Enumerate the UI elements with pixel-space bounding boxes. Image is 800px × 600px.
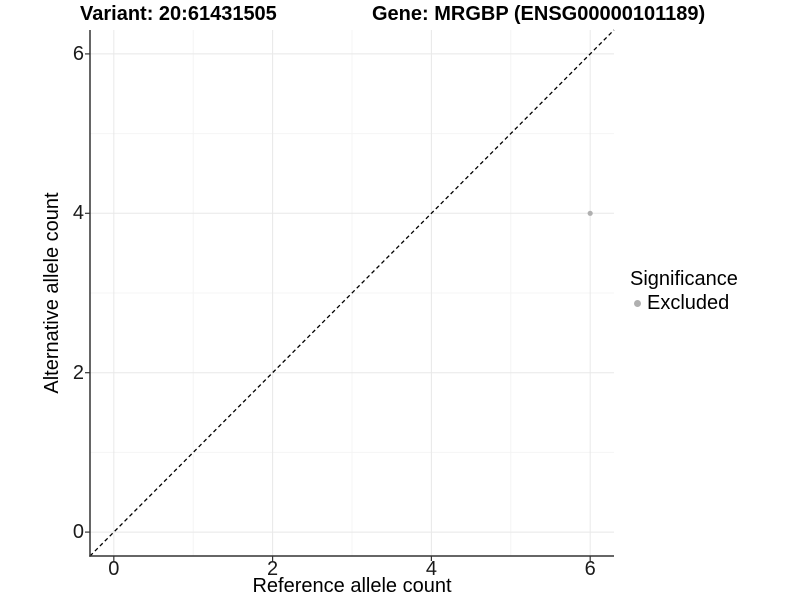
data-point: [587, 210, 593, 216]
legend-item-excluded: Excluded: [634, 292, 738, 315]
x-tick-label: 2: [267, 558, 279, 580]
legend-title: Significance: [630, 268, 738, 290]
gene-title: Gene: MRGBP (ENSG00000101189): [372, 3, 706, 25]
variant-title: Variant: 20:61431505: [80, 3, 277, 25]
y-tick-label: 4: [72, 202, 84, 225]
identity-line: [89, 29, 615, 557]
x-axis-title: Reference allele count: [252, 575, 452, 597]
y-tick-label: 6: [72, 42, 84, 65]
x-tick-label: 0: [108, 558, 120, 580]
x-tick-label: 6: [584, 558, 596, 580]
x-tick-label: 4: [425, 558, 437, 580]
legend: Significance Excluded: [630, 267, 738, 315]
y-tick-label: 2: [72, 361, 84, 384]
y-axis-title: Alternative allele count: [41, 192, 63, 394]
excluded-point-icon: [634, 300, 641, 307]
y-tick-label: 0: [72, 521, 84, 544]
legend-item-label: Excluded: [647, 292, 730, 314]
